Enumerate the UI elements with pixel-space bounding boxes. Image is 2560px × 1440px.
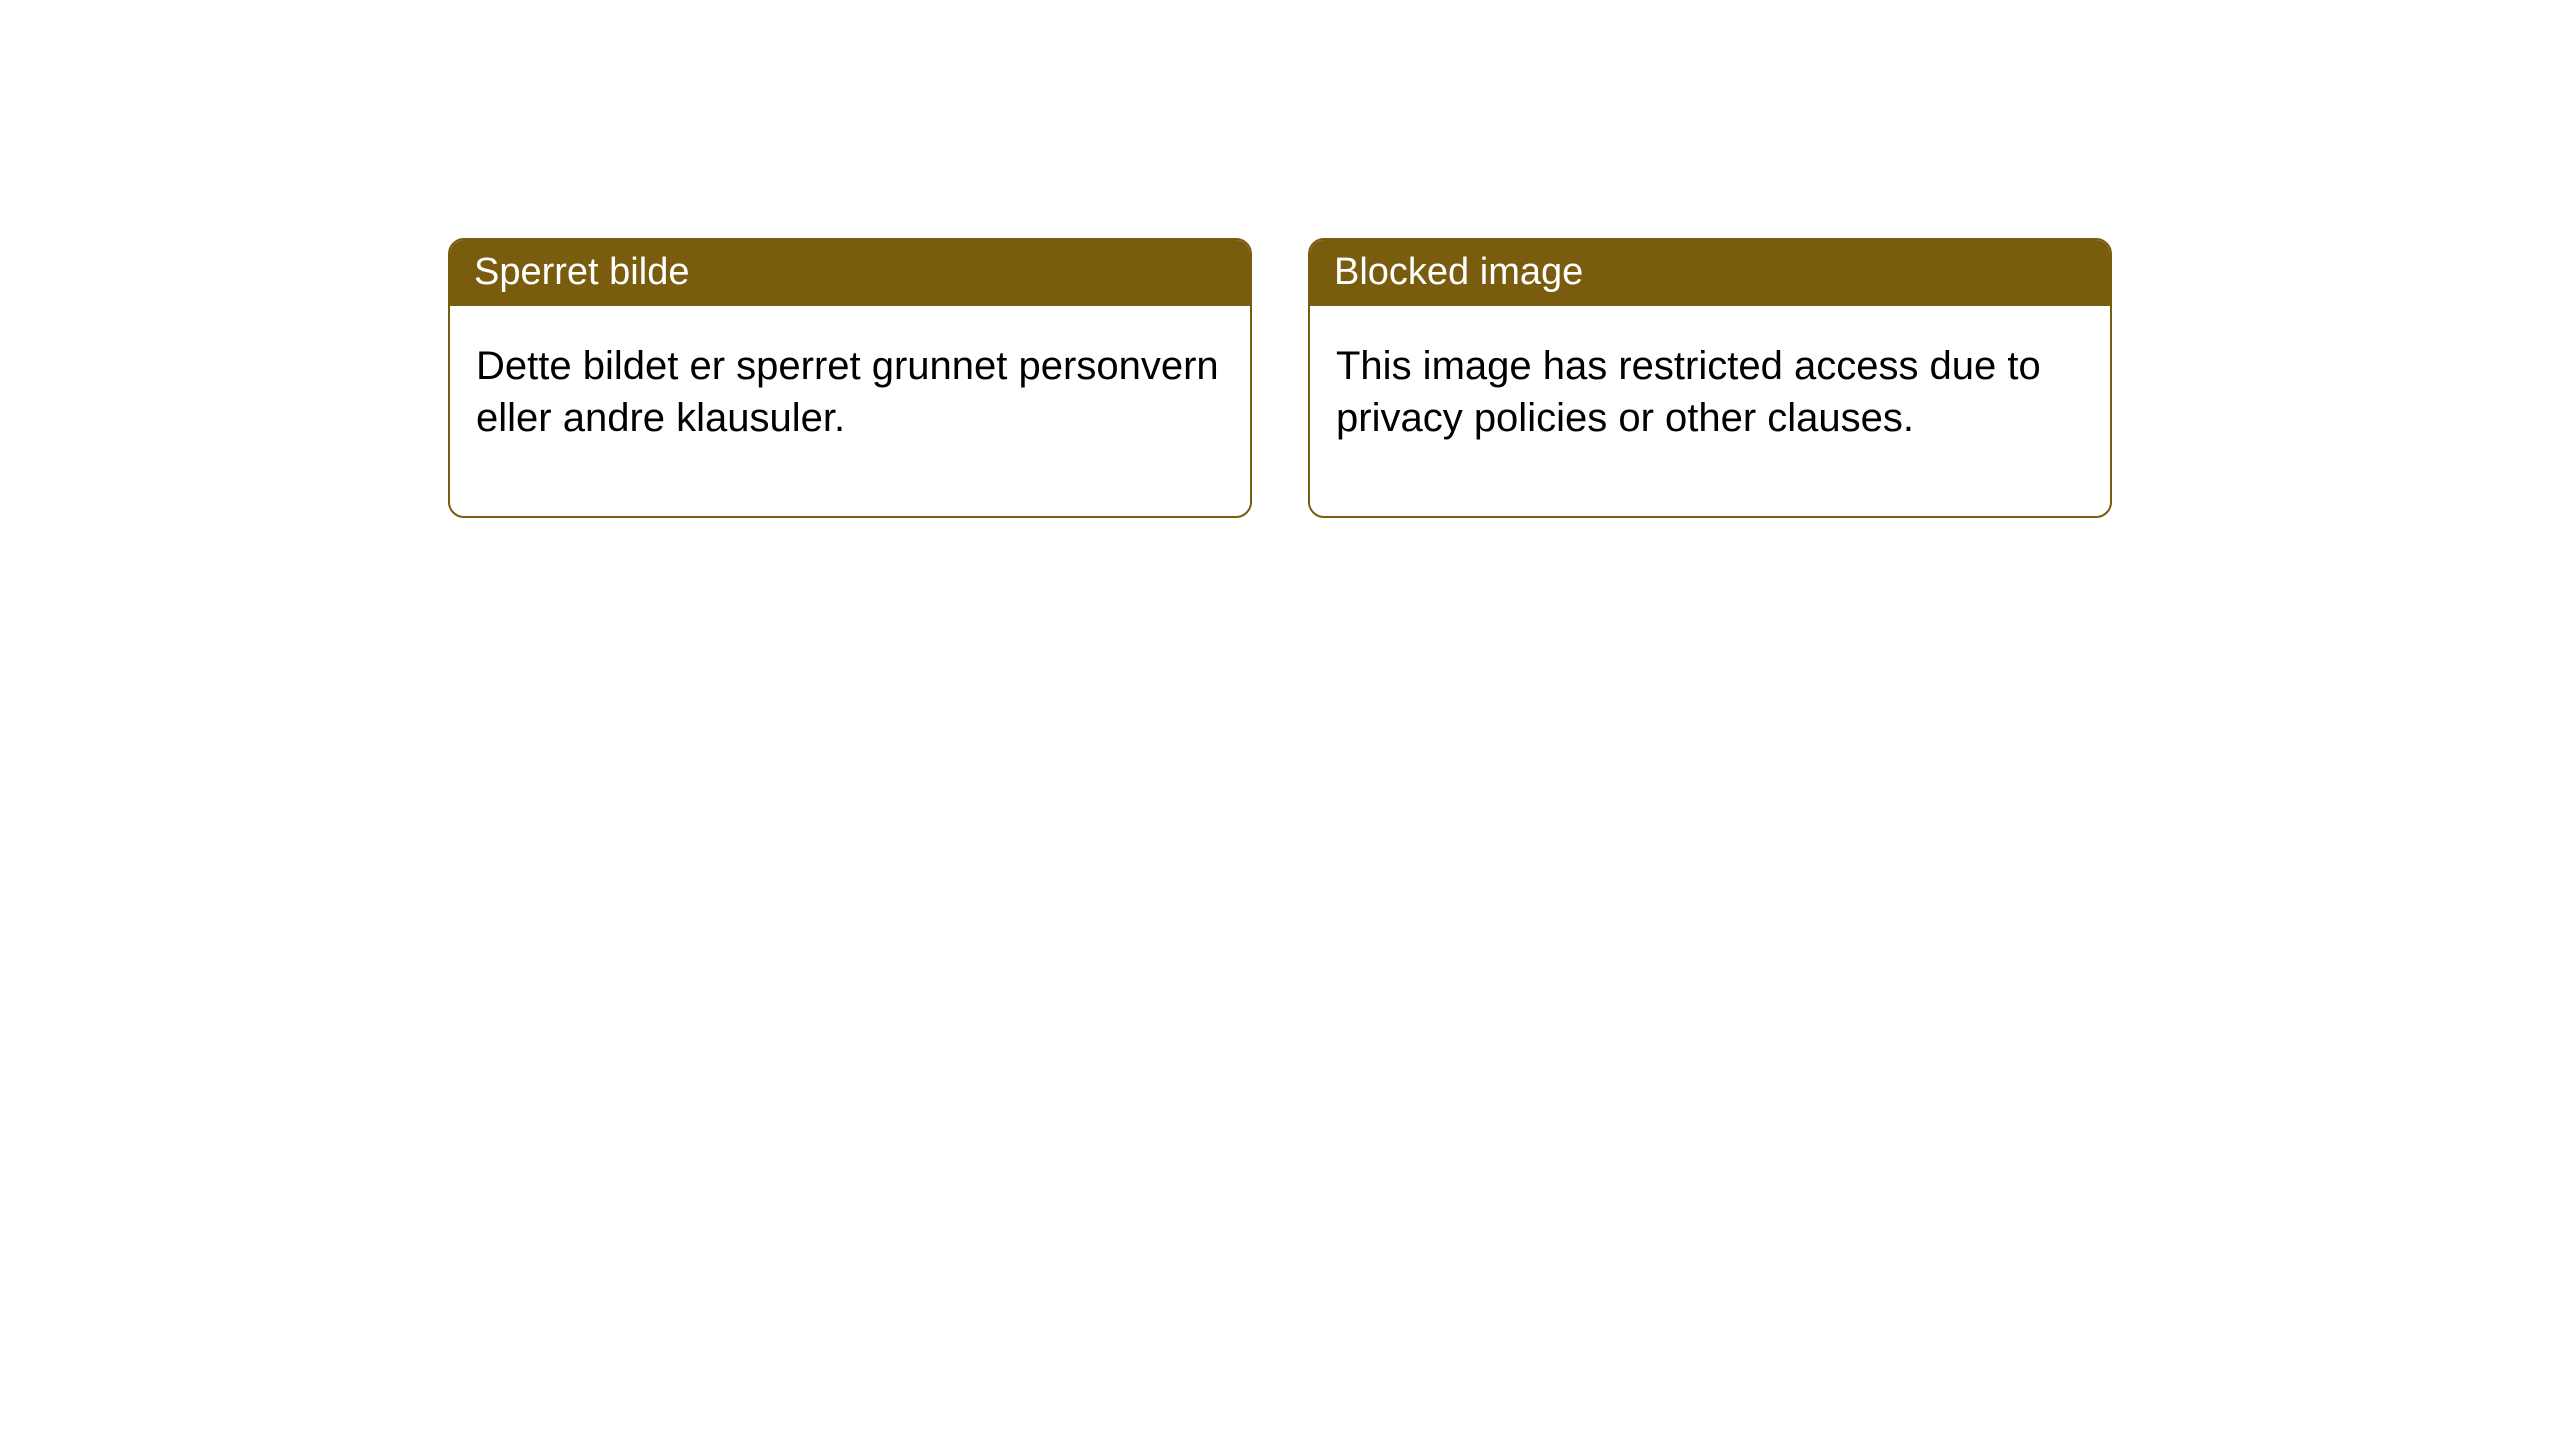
- notice-body-english: This image has restricted access due to …: [1310, 306, 2110, 516]
- notice-header-english: Blocked image: [1310, 240, 2110, 306]
- notice-header-norwegian: Sperret bilde: [450, 240, 1250, 306]
- notice-box-english: Blocked image This image has restricted …: [1308, 238, 2112, 518]
- notice-body-norwegian: Dette bildet er sperret grunnet personve…: [450, 306, 1250, 516]
- notice-box-norwegian: Sperret bilde Dette bildet er sperret gr…: [448, 238, 1252, 518]
- notice-container: Sperret bilde Dette bildet er sperret gr…: [448, 238, 2112, 518]
